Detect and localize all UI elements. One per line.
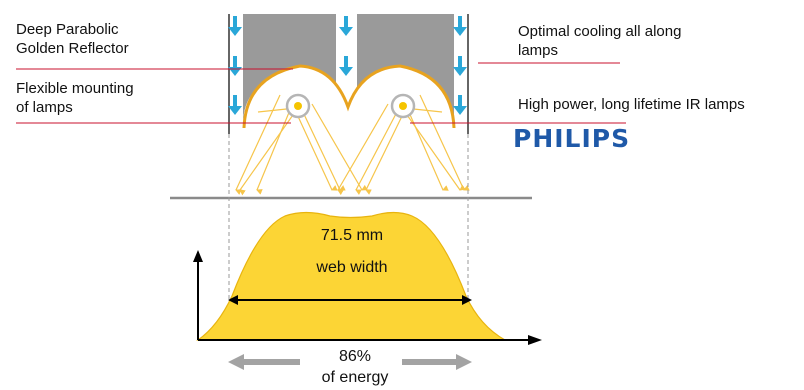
lamps-label: High power, long lifetime IR lamps [518, 95, 745, 114]
cooling-arrow-icon [453, 56, 467, 76]
web-width-label: web width [282, 259, 422, 277]
cooling-arrow-icon [453, 16, 467, 36]
lamp-icon-right [392, 95, 414, 117]
web-width-value: 71.5 mm [282, 227, 422, 245]
cooling-arrow-icon [339, 56, 353, 76]
lamp-icon-left [287, 95, 309, 117]
energy-arrow-right [402, 354, 472, 370]
mounting-label: Flexible mounting of lamps [16, 79, 134, 117]
cooling-arrow-icon [339, 16, 353, 36]
cooling-arrow-icon [228, 95, 242, 115]
philips-logo: PHILIPS [513, 124, 630, 153]
cooling-label: Optimal cooling all along lamps [518, 22, 681, 60]
cooling-arrow-icon [453, 95, 467, 115]
cooling-arrow-icon [228, 56, 242, 76]
energy-arrow-left [228, 354, 300, 370]
cooling-arrow-icon [228, 16, 242, 36]
energy-label: 86% of energy [300, 346, 410, 388]
reflector-label: Deep Parabolic Golden Reflector [16, 20, 129, 58]
